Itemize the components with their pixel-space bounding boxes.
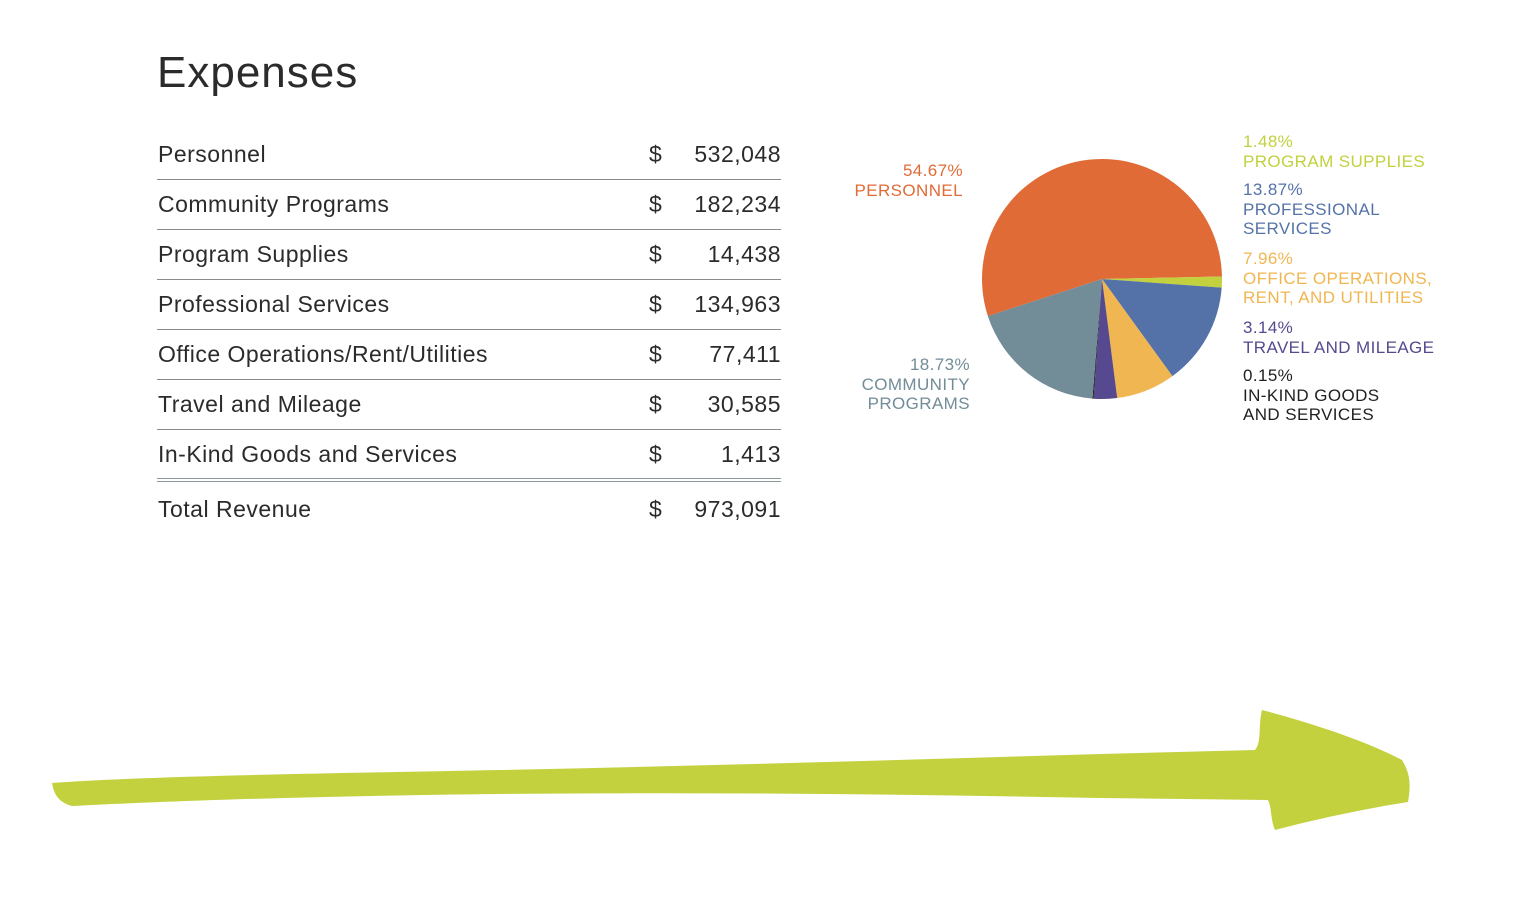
table-row: Office Operations/Rent/Utilities $ 77,41… (157, 330, 781, 380)
row-value: 77,411 (709, 341, 781, 367)
currency-symbol: $ (649, 291, 663, 317)
row-label: Personnel (158, 141, 267, 167)
row-value: 182,234 (694, 191, 781, 217)
currency-symbol: $ (649, 141, 663, 167)
row-value: 134,963 (694, 291, 781, 317)
pie-slice-in-kind (1092, 279, 1102, 399)
table-row: Community Programs $ 182,234 (157, 180, 781, 230)
pie-slice-office-operations (1102, 279, 1173, 399)
pie-label-percent: 0.15% (1243, 366, 1294, 385)
pie-label-name: IN-KIND GOODS (1243, 385, 1380, 405)
brush-arrow-right-icon (52, 710, 1410, 830)
row-value: 14,438 (707, 241, 781, 267)
row-label: Community Programs (158, 191, 390, 217)
pie-label-name: TRAVEL AND MILEAGE (1243, 337, 1435, 357)
table-row: In-Kind Goods and Services $ 1,413 (157, 430, 781, 482)
pie-label-professional-services: 13.87% PROFESSIONAL SERVICES (1243, 180, 1380, 239)
pie-label-name: OFFICE OPERATIONS, (1243, 268, 1433, 288)
pie-label-travel-and-mileage: 3.14% TRAVEL AND MILEAGE (1243, 318, 1434, 357)
expenses-table: Personnel $ 532,048 Community Programs $… (157, 130, 781, 531)
table-row: Professional Services $ 134,963 (157, 280, 781, 330)
row-value: 532,048 (694, 141, 781, 167)
pie-slice-community-programs (987, 279, 1102, 399)
currency-symbol: $ (649, 191, 663, 217)
pie-label-name: PROGRAMS (867, 394, 970, 413)
table-row: Travel and Mileage $ 30,585 (157, 380, 781, 430)
pie-label-name: COMMUNITY (861, 374, 970, 394)
currency-symbol: $ (649, 391, 663, 417)
currency-symbol: $ (649, 241, 663, 267)
pie-label-program-supplies: 1.48% PROGRAM SUPPLIES (1243, 132, 1425, 171)
row-label: Program Supplies (158, 241, 349, 267)
row-label: Office Operations/Rent/Utilities (158, 341, 489, 367)
pie-label-percent: 13.87% (1243, 180, 1304, 199)
pie-label-percent: 18.73% (909, 355, 970, 374)
pie-label-in-kind: 0.15% IN-KIND GOODS AND SERVICES (1243, 366, 1380, 425)
pie-slice-travel-and-mileage (1093, 279, 1118, 399)
pie-label-percent: 3.14% (1243, 318, 1294, 337)
pie-slice-program-supplies (1102, 276, 1222, 288)
pie-slice-professional-services (1102, 279, 1222, 377)
total-value: 973,091 (694, 496, 781, 522)
pie-label-name: RENT, AND UTILITIES (1243, 288, 1424, 307)
pie-label-percent: 7.96% (1243, 249, 1294, 268)
currency-symbol: $ (649, 496, 663, 522)
row-label: Professional Services (158, 291, 390, 317)
pie-label-percent: 1.48% (1243, 132, 1294, 151)
pie-label-name: PROFESSIONAL (1243, 199, 1381, 219)
pie-label-name: SERVICES (1243, 219, 1332, 238)
currency-symbol: $ (649, 341, 663, 367)
pie-label-percent: 54.67% (902, 161, 963, 180)
row-label: Travel and Mileage (158, 391, 362, 417)
total-label: Total Revenue (158, 496, 312, 522)
row-value: 30,585 (707, 391, 781, 417)
row-value: 1,413 (720, 441, 781, 467)
currency-symbol: $ (649, 441, 663, 467)
pie-slice-personnel (981, 158, 1222, 317)
page-title: Expenses (157, 48, 359, 97)
table-row: Program Supplies $ 14,438 (157, 230, 781, 280)
pie-label-name: AND SERVICES (1243, 405, 1375, 424)
pie-label-office-operations: 7.96% OFFICE OPERATIONS, RENT, AND UTILI… (1243, 249, 1432, 308)
pie-label-community-programs: 18.73% COMMUNITY PROGRAMS (790, 355, 970, 414)
total-row: Total Revenue $ 973,091 (157, 482, 781, 531)
arrow-shape (52, 710, 1410, 830)
pie-label-personnel: 54.67% PERSONNEL (790, 161, 963, 200)
pie-label-name: PERSONNEL (854, 180, 963, 200)
expenses-pie-chart (981, 158, 1222, 399)
pie-label-name: PROGRAM SUPPLIES (1243, 151, 1426, 171)
row-label: In-Kind Goods and Services (158, 441, 458, 467)
table-row: Personnel $ 532,048 (157, 130, 781, 180)
